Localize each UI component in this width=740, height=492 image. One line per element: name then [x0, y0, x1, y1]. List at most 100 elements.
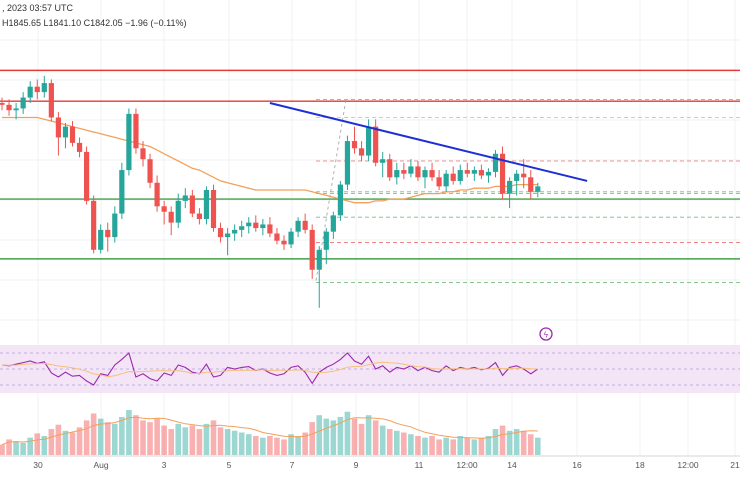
candle-body: [253, 222, 259, 229]
candle-body: [457, 170, 463, 181]
candle-body: [408, 166, 414, 174]
volume-bar: [471, 439, 478, 455]
volume-bar: [161, 425, 167, 455]
volume-bar: [429, 435, 435, 455]
candle-body: [203, 190, 210, 219]
x-tick-label: 5: [227, 460, 232, 470]
volume-bar: [401, 432, 407, 455]
candle-body: [182, 195, 188, 201]
time-axis: 30 Aug 3 5 7 9 11 12:00 14 16 18 12:00 21: [33, 460, 740, 470]
x-tick-label: 12:00: [456, 460, 478, 470]
x-tick-label: 16: [572, 460, 582, 470]
candle-body: [302, 220, 308, 230]
volume-bar: [309, 422, 315, 455]
volume-bar: [104, 422, 111, 455]
volume-bar: [27, 437, 33, 455]
candle-body: [358, 148, 365, 156]
candle-body: [478, 170, 484, 176]
trendline: [269, 102, 588, 182]
candle-body: [119, 170, 125, 214]
rsi-band: [0, 345, 740, 393]
volume-bar: [450, 439, 456, 455]
volume-bar: [436, 439, 442, 455]
volume-bar: [48, 429, 55, 455]
candle-body: [217, 228, 224, 238]
volume-bar: [238, 432, 245, 455]
volume-bar: [196, 429, 203, 455]
volume-bar: [281, 439, 287, 455]
volume-bar: [535, 437, 541, 455]
candle-body: [387, 159, 393, 178]
candle-body: [344, 141, 351, 185]
volume-bar: [422, 437, 428, 455]
candle-body: [232, 229, 238, 234]
x-tick-label: 7: [290, 460, 295, 470]
candle-body: [507, 180, 513, 194]
volume-bar: [513, 429, 520, 455]
volume-bar: [499, 425, 506, 455]
x-tick-label: 9: [354, 460, 359, 470]
volume-bar: [97, 418, 104, 455]
candle-series: [0, 75, 541, 308]
trendline-group[interactable]: [269, 102, 588, 182]
candle-body: [168, 211, 174, 223]
candle-body: [62, 126, 69, 138]
candle-body: [133, 113, 139, 149]
candle-body: [246, 222, 252, 227]
volume-bar: [302, 432, 308, 455]
volume-bar: [288, 434, 294, 455]
candle-body: [98, 229, 104, 250]
moving-average: [2, 116, 538, 204]
candle-body: [140, 148, 146, 160]
candle-body: [380, 159, 386, 163]
volume-bar: [69, 432, 76, 455]
volume-bar: [485, 435, 492, 455]
candle-body: [281, 240, 287, 245]
volume-bar: [372, 420, 379, 455]
candle-body: [105, 229, 111, 238]
candle-body: [499, 153, 506, 194]
volume-bar: [316, 415, 323, 455]
candle-body: [373, 126, 379, 163]
volume-bar: [506, 430, 513, 455]
x-tick-label: 18: [635, 460, 645, 470]
candle-body: [535, 186, 541, 192]
volume-ma-line: [1, 416, 538, 446]
candle-body: [394, 170, 400, 178]
event-marker[interactable]: ϟ: [539, 327, 553, 341]
volume-bar: [245, 434, 252, 455]
x-tick-label: 30: [33, 460, 43, 470]
candle-body: [196, 213, 202, 219]
candle-body: [471, 170, 477, 174]
candle-body: [210, 190, 217, 229]
volume-bar: [34, 433, 41, 455]
volume-bar: [260, 437, 266, 455]
x-tick-label: Aug: [93, 460, 108, 470]
volume-bar: [351, 418, 358, 455]
volume-bar: [112, 423, 118, 455]
candle-body: [13, 108, 19, 111]
candle-body: [422, 170, 428, 178]
candle-body: [366, 126, 372, 156]
volume-bar: [527, 434, 534, 455]
candle-body: [267, 224, 273, 234]
x-tick-label: 21: [730, 460, 740, 470]
candle-body: [450, 173, 456, 181]
x-tick-label: 12:00: [677, 460, 699, 470]
x-tick-label: 3: [162, 460, 167, 470]
lightning-icon[interactable]: [539, 327, 553, 341]
candle-body: [41, 83, 47, 93]
candle-body: [147, 159, 153, 183]
candle-body: [260, 224, 266, 229]
volume-bar: [478, 437, 485, 455]
candle-body: [225, 233, 231, 238]
candle-body: [48, 83, 54, 118]
rsi-line: [1, 352, 539, 386]
volume-bar: [295, 435, 301, 455]
volume-bar: [267, 435, 273, 455]
candle-body: [309, 229, 315, 270]
ma-line: [2, 116, 538, 204]
lightning-glyph: ϟ: [543, 331, 548, 340]
candle-body: [415, 166, 421, 178]
